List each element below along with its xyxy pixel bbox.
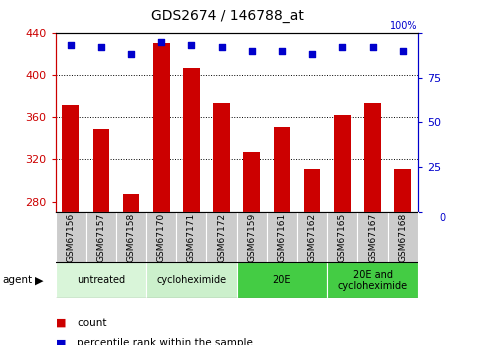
Bar xyxy=(243,152,260,212)
Text: percentile rank within the sample: percentile rank within the sample xyxy=(77,338,253,345)
Text: GSM67161: GSM67161 xyxy=(277,213,286,262)
Text: GSM67165: GSM67165 xyxy=(338,213,347,262)
Point xyxy=(187,42,195,48)
Text: GDS2674 / 146788_at: GDS2674 / 146788_at xyxy=(151,9,303,23)
Point xyxy=(278,48,286,53)
Bar xyxy=(56,262,146,298)
Bar xyxy=(395,169,411,212)
Point xyxy=(157,39,165,45)
Bar xyxy=(56,212,86,262)
Text: ■: ■ xyxy=(56,318,66,327)
Bar xyxy=(304,169,320,212)
Bar xyxy=(116,212,146,262)
Bar xyxy=(364,104,381,212)
Bar xyxy=(297,212,327,262)
Point xyxy=(248,48,256,53)
Bar xyxy=(146,262,237,298)
Text: GSM67172: GSM67172 xyxy=(217,213,226,262)
Text: 20E and
cycloheximide: 20E and cycloheximide xyxy=(338,269,408,291)
Point xyxy=(127,51,135,57)
Text: ▶: ▶ xyxy=(35,275,43,285)
Text: GSM67157: GSM67157 xyxy=(96,213,105,262)
Text: count: count xyxy=(77,318,107,327)
Text: 0: 0 xyxy=(440,213,446,223)
Text: 100%: 100% xyxy=(390,21,418,31)
Text: GSM67170: GSM67170 xyxy=(156,213,166,262)
Point xyxy=(97,45,105,50)
Bar xyxy=(207,212,237,262)
Bar xyxy=(146,212,176,262)
Bar xyxy=(274,127,290,212)
Bar xyxy=(237,262,327,298)
Text: GSM67158: GSM67158 xyxy=(127,213,136,262)
Bar xyxy=(62,105,79,212)
Bar xyxy=(86,212,116,262)
Bar xyxy=(183,68,199,212)
Text: untreated: untreated xyxy=(77,275,125,285)
Point xyxy=(67,42,74,48)
Bar xyxy=(334,115,351,212)
Point xyxy=(218,45,226,50)
Text: cycloheximide: cycloheximide xyxy=(156,275,227,285)
Bar xyxy=(267,212,297,262)
Point xyxy=(308,51,316,57)
Bar xyxy=(237,212,267,262)
Bar xyxy=(93,129,109,212)
Text: GSM67159: GSM67159 xyxy=(247,213,256,262)
Text: GSM67162: GSM67162 xyxy=(308,213,317,262)
Bar xyxy=(176,212,207,262)
Bar xyxy=(388,212,418,262)
Point xyxy=(339,45,346,50)
Bar xyxy=(123,194,139,212)
Text: 20E: 20E xyxy=(273,275,291,285)
Text: ■: ■ xyxy=(56,338,66,345)
Text: GSM67168: GSM67168 xyxy=(398,213,407,262)
Point xyxy=(369,45,376,50)
Bar xyxy=(357,212,388,262)
Text: GSM67156: GSM67156 xyxy=(66,213,75,262)
Bar xyxy=(327,262,418,298)
Text: GSM67167: GSM67167 xyxy=(368,213,377,262)
Bar xyxy=(327,212,357,262)
Bar xyxy=(213,104,230,212)
Point xyxy=(399,48,407,53)
Bar xyxy=(153,43,170,212)
Text: GSM67171: GSM67171 xyxy=(187,213,196,262)
Text: agent: agent xyxy=(2,275,32,285)
